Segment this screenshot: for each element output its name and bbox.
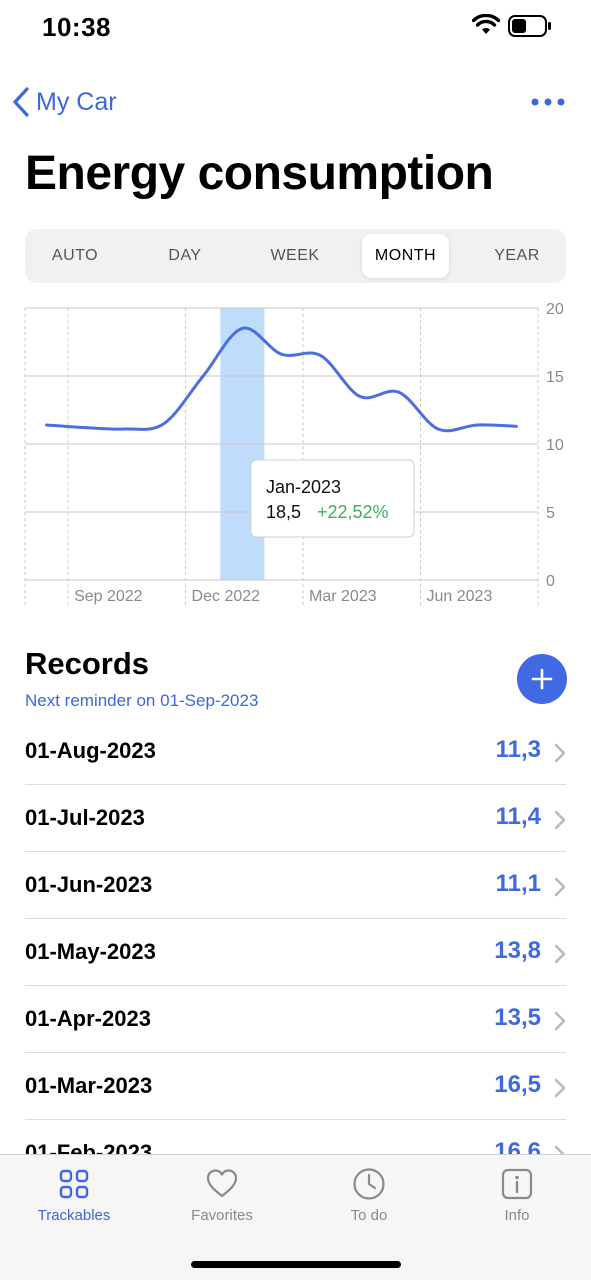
tab-label: Info <box>504 1207 530 1224</box>
tab-label: Favorites <box>191 1207 253 1224</box>
chevron-right-icon <box>554 1011 566 1031</box>
record-date: 01-Mar-2023 <box>25 1073 153 1098</box>
info-icon <box>501 1168 533 1200</box>
record-date: 01-Aug-2023 <box>25 738 156 763</box>
chevron-right-icon <box>554 743 566 763</box>
y-tick-label: 5 <box>546 505 555 522</box>
y-tick-label: 0 <box>546 573 555 590</box>
chevron-left-icon <box>13 87 29 117</box>
series-line <box>45 326 518 433</box>
record-row[interactable]: 01-May-2023 13,8 <box>25 919 566 986</box>
records-title: Records <box>25 646 150 681</box>
record-value: 11,4 <box>495 803 541 830</box>
wifi-icon <box>472 14 500 34</box>
record-list: 01-Aug-2023 11,3 01-Jul-2023 11,4 01-Jun… <box>25 718 566 1187</box>
segment-week[interactable]: WEEK <box>270 247 320 264</box>
tooltip-label: Jan-2023 <box>266 477 341 497</box>
y-tick-label: 15 <box>546 369 564 386</box>
tab-favorites[interactable]: Favorites <box>162 1167 282 1224</box>
record-date: 01-Jul-2023 <box>25 805 145 830</box>
record-value: 13,8 <box>494 937 541 964</box>
heart-icon <box>206 1169 238 1198</box>
clock-icon <box>353 1168 385 1200</box>
x-tick-label: Mar 2023 <box>309 588 377 605</box>
back-label: My Car <box>36 87 117 116</box>
energy-line-chart[interactable]: 0 5 10 15 20 Sep 2022 Dec 2022 Mar 2023 Jun 2023… <box>20 296 580 616</box>
chevron-right-icon <box>554 944 566 964</box>
battery-icon <box>508 15 551 37</box>
tab-label: Trackables <box>37 1207 111 1224</box>
record-row[interactable]: 01-Mar-2023 16,5 <box>25 1053 566 1120</box>
ellipsis-icon[interactable] <box>530 92 566 112</box>
tooltip-box <box>250 459 415 538</box>
add-record-button[interactable] <box>517 654 567 704</box>
tab-trackables[interactable]: Trackables <box>14 1167 134 1224</box>
grid-icon <box>59 1169 89 1199</box>
back-button[interactable]: My Car <box>12 86 117 118</box>
record-row[interactable]: 01-Apr-2023 13,5 <box>25 986 566 1053</box>
plus-icon <box>531 668 553 690</box>
record-date: 01-Jun-2023 <box>25 872 153 897</box>
record-value: 13,5 <box>494 1004 541 1031</box>
segment-year[interactable]: YEAR <box>494 247 540 264</box>
status-bar: 10:38 <box>0 0 591 60</box>
record-value: 11,1 <box>495 870 541 897</box>
record-date: 01-May-2023 <box>25 939 156 964</box>
home-indicator <box>191 1261 401 1268</box>
record-row[interactable]: 01-Jul-2023 11,4 <box>25 785 566 852</box>
period-segmented-control: AUTO DAY WEEK MONTH YEAR <box>25 229 566 283</box>
next-reminder[interactable]: Next reminder on 01-Sep-2023 <box>25 691 259 710</box>
record-value: 16,5 <box>494 1071 541 1098</box>
segment-month[interactable]: MONTH <box>362 234 449 278</box>
record-value: 11,3 <box>495 736 541 763</box>
chevron-right-icon <box>554 810 566 830</box>
y-tick-label: 20 <box>546 301 564 318</box>
x-tick-label: Dec 2022 <box>192 588 261 605</box>
tooltip-value: 18,5 <box>266 502 301 522</box>
chevron-right-icon <box>554 1078 566 1098</box>
record-date: 01-Apr-2023 <box>25 1006 151 1031</box>
tab-todo[interactable]: To do <box>309 1167 429 1224</box>
y-tick-label: 10 <box>546 437 564 454</box>
tab-info[interactable]: Info <box>457 1167 577 1224</box>
tab-label: To do <box>350 1207 388 1224</box>
status-time: 10:38 <box>42 12 111 42</box>
record-row[interactable]: 01-Jun-2023 11,1 <box>25 852 566 919</box>
tooltip-change: +22,52% <box>317 502 389 522</box>
tab-bar: Trackables Favorites To do Info <box>0 1154 591 1280</box>
chevron-right-icon <box>554 877 566 897</box>
segment-auto[interactable]: AUTO <box>51 247 99 264</box>
record-row[interactable]: 01-Aug-2023 11,3 <box>25 718 566 785</box>
x-tick-label: Jun 2023 <box>427 588 493 605</box>
x-tick-label: Sep 2022 <box>74 588 143 605</box>
page-title: Energy consumption <box>25 147 494 200</box>
nav-bar: My Car <box>0 82 591 130</box>
segment-day[interactable]: DAY <box>168 247 202 264</box>
